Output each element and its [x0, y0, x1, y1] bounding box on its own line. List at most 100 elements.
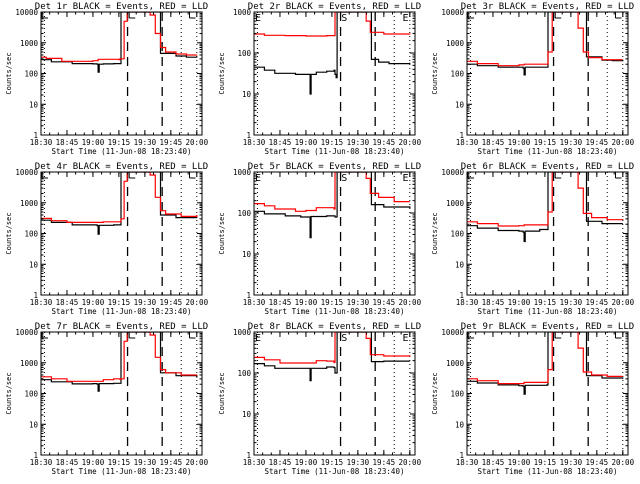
y-axis-label: Counts/sec [431, 52, 439, 94]
x-tick-label: 18:45 [482, 458, 505, 467]
x-tick-label: 18:30 [30, 138, 53, 147]
marker-e-left: E [255, 333, 261, 344]
x-tick-label: 19:15 [321, 138, 344, 147]
x-tick-label: 18:30 [456, 138, 479, 147]
series-lld [467, 172, 624, 227]
x-tick-label: 19:15 [534, 298, 557, 307]
x-tick-label: 18:45 [269, 458, 292, 467]
y-tick-label: 10000 [15, 168, 38, 177]
y-tick-label: 10 [29, 260, 39, 269]
x-tick-label: 18:45 [269, 298, 292, 307]
x-tick-label: 19:45 [586, 298, 609, 307]
y-axis-label: Counts/sec [5, 372, 13, 414]
y-tick-label: 10 [29, 420, 39, 429]
x-tick-label: 20:00 [186, 458, 209, 467]
x-tick-label: 19:00 [82, 138, 105, 147]
marker-e-left: E [255, 173, 261, 184]
x-axis-label: Start Time (11-Jun-08 18:23:40) [52, 467, 192, 476]
x-tick-label: 19:45 [586, 138, 609, 147]
plot-frame [253, 171, 416, 296]
x-tick-label: 19:00 [82, 458, 105, 467]
x-tick-label: 18:45 [482, 138, 505, 147]
series-lld [41, 172, 198, 223]
x-tick-label: 19:30 [347, 138, 370, 147]
marker-e-right [188, 172, 196, 179]
marker-e-right [614, 332, 622, 339]
x-tick-label: 19:15 [321, 298, 344, 307]
y-tick-label: 100 [450, 390, 464, 399]
marker-e-right [614, 12, 622, 19]
y-tick-label: 10 [242, 250, 252, 259]
x-tick-label: 20:00 [186, 138, 209, 147]
series-lld [254, 332, 411, 364]
marker-e-left: E [255, 13, 261, 24]
panel-det-1: Det 1r BLACK = Events, RED = LLD 1 10 100 10… [5, 2, 209, 156]
x-axis-label: Start Time (11-Jun-08 18:23:40) [265, 147, 405, 156]
panel-det-3: Det 3r BLACK = Events, RED = LLD 1 10 100 10… [431, 2, 635, 156]
panel-det-6: Det 6r BLACK = Events, RED = LLD 1 10 100 10… [431, 162, 635, 316]
y-tick-label: 10000 [441, 168, 464, 177]
marker-s [554, 12, 562, 19]
marker-e-right: E [402, 333, 408, 344]
marker-s: S [341, 173, 347, 184]
panel-det-7: Det 7r BLACK = Events, RED = LLD 1 10 100 10… [5, 322, 209, 476]
series-lld [467, 12, 623, 67]
y-tick-label: 1 [33, 451, 38, 460]
series-lld [254, 172, 410, 212]
y-tick-label: 100 [237, 209, 251, 218]
y-tick-label: 100 [450, 230, 464, 239]
plot-frame [253, 11, 416, 136]
x-tick-label: 18:45 [56, 138, 79, 147]
panel-title: Det 4r BLACK = Events, RED = LLD [35, 162, 208, 172]
x-tick-label: 18:45 [56, 298, 79, 307]
panel-det-4: Det 4r BLACK = Events, RED = LLD 1 10 100 10… [5, 162, 209, 316]
y-tick-label: 100 [24, 70, 38, 79]
marker-e-right [188, 12, 196, 19]
series-events [467, 332, 624, 395]
x-tick-label: 19:45 [160, 138, 183, 147]
panel-det-9: Det 9r BLACK = Events, RED = LLD 1 10 100 10… [431, 322, 635, 476]
marker-s: S [341, 333, 347, 344]
series-events [254, 332, 410, 382]
y-tick-label: 1 [246, 131, 251, 140]
x-tick-label: 19:30 [347, 458, 370, 467]
y-tick-label: 1000 [233, 168, 252, 177]
x-tick-label: 19:00 [508, 298, 531, 307]
x-tick-label: 18:45 [269, 138, 292, 147]
x-tick-label: 18:30 [456, 298, 479, 307]
x-axis-label: Start Time (11-Jun-08 18:23:40) [52, 147, 192, 156]
panel-title: Det 6r BLACK = Events, RED = LLD [461, 162, 634, 172]
y-tick-label: 10000 [441, 8, 464, 17]
x-tick-label: 19:15 [321, 458, 344, 467]
panel-title: Det 1r BLACK = Events, RED = LLD [35, 2, 208, 12]
series-events [41, 332, 198, 392]
x-tick-label: 19:15 [108, 298, 131, 307]
y-tick-label: 1 [246, 291, 251, 300]
x-tick-label: 20:00 [612, 458, 635, 467]
series-lld [41, 332, 198, 382]
y-tick-label: 10000 [15, 8, 38, 17]
y-tick-label: 10000 [441, 328, 464, 337]
y-tick-label: 1 [459, 131, 464, 140]
y-tick-label: 1000 [446, 39, 465, 48]
x-tick-label: 19:30 [134, 138, 157, 147]
y-tick-label: 10 [29, 100, 39, 109]
panel-title: Det 2r BLACK = Events, RED = LLD [248, 2, 421, 12]
x-tick-label: 20:00 [399, 298, 422, 307]
marker-e-right: E [402, 13, 408, 24]
y-axis-label: Counts/sec [218, 372, 226, 414]
y-axis-label: Counts/sec [218, 52, 226, 94]
x-axis-label: Start Time (11-Jun-08 18:23:40) [478, 467, 618, 476]
y-axis-label: Counts/sec [431, 212, 439, 254]
marker-s: S [341, 13, 347, 24]
series-events [254, 12, 411, 95]
x-tick-label: 18:30 [243, 458, 266, 467]
panel-title: Det 5r BLACK = Events, RED = LLD [248, 162, 421, 172]
y-tick-label: 10000 [15, 328, 38, 337]
x-tick-label: 19:30 [560, 138, 583, 147]
panel-title: Det 3r BLACK = Events, RED = LLD [461, 2, 634, 12]
